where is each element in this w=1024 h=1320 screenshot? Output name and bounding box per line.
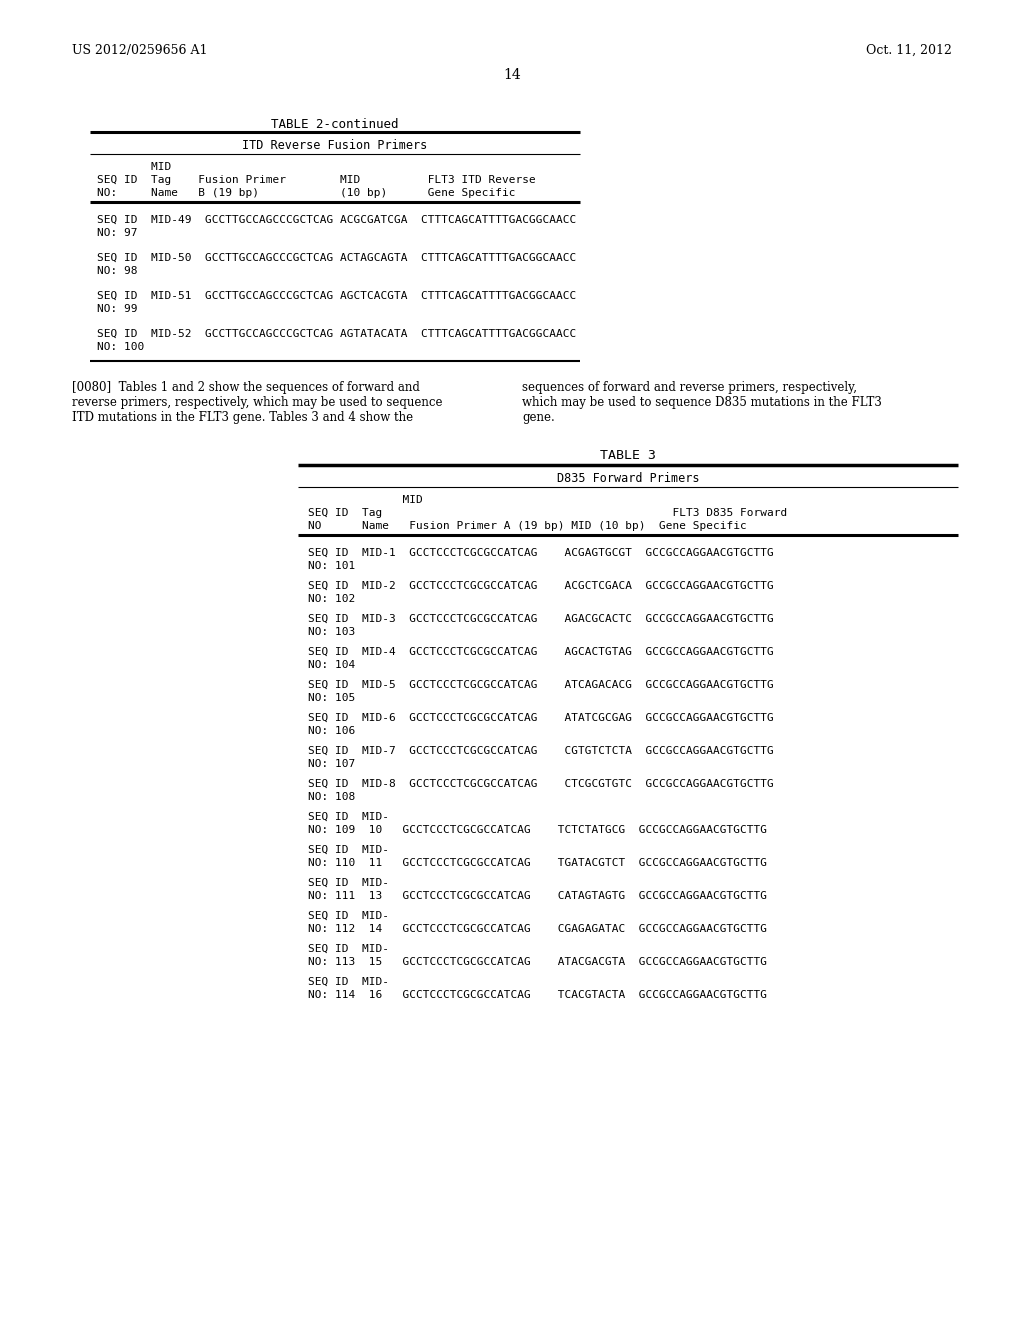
- Text: SEQ ID  MID-2  GCCTCCCTCGCGCCATCAG    ACGCTCGACA  GCCGCCAGGAACGTGCTTG: SEQ ID MID-2 GCCTCCCTCGCGCCATCAG ACGCTCG…: [308, 581, 774, 591]
- Text: NO: 111  13   GCCTCCCTCGCGCCATCAG    CATAGTAGTG  GCCGCCAGGAACGTGCTTG: NO: 111 13 GCCTCCCTCGCGCCATCAG CATAGTAGT…: [308, 891, 767, 902]
- Text: SEQ ID  MID-: SEQ ID MID-: [308, 944, 389, 954]
- Text: NO: 106: NO: 106: [308, 726, 355, 737]
- Text: NO: 109  10   GCCTCCCTCGCGCCATCAG    TCTCTATGCG  GCCGCCAGGAACGTGCTTG: NO: 109 10 GCCTCCCTCGCGCCATCAG TCTCTATGC…: [308, 825, 767, 836]
- Text: SEQ ID  MID-: SEQ ID MID-: [308, 845, 389, 855]
- Text: NO: 101: NO: 101: [308, 561, 355, 572]
- Text: NO: 108: NO: 108: [308, 792, 355, 803]
- Text: SEQ ID  MID-6  GCCTCCCTCGCGCCATCAG    ATATCGCGAG  GCCGCCAGGAACGTGCTTG: SEQ ID MID-6 GCCTCCCTCGCGCCATCAG ATATCGC…: [308, 713, 774, 723]
- Text: SEQ ID  MID-50  GCCTTGCCAGCCCGCTCAG ACTAGCAGTA  CTTTCAGCATTTTGACGGCAACC: SEQ ID MID-50 GCCTTGCCAGCCCGCTCAG ACTAGC…: [97, 253, 577, 263]
- Text: SEQ ID  Tag                                           FLT3 D835 Forward: SEQ ID Tag FLT3 D835 Forward: [308, 508, 787, 517]
- Text: NO: 104: NO: 104: [308, 660, 355, 671]
- Text: NO: 102: NO: 102: [308, 594, 355, 605]
- Text: ITD Reverse Fusion Primers: ITD Reverse Fusion Primers: [243, 139, 428, 152]
- Text: SEQ ID  MID-51  GCCTTGCCAGCCCGCTCAG AGCTCACGTA  CTTTCAGCATTTTGACGGCAACC: SEQ ID MID-51 GCCTTGCCAGCCCGCTCAG AGCTCA…: [97, 290, 577, 301]
- Text: NO:     Name   B (19 bp)            (10 bp)      Gene Specific: NO: Name B (19 bp) (10 bp) Gene Specific: [97, 187, 515, 198]
- Text: SEQ ID  Tag    Fusion Primer        MID          FLT3 ITD Reverse: SEQ ID Tag Fusion Primer MID FLT3 ITD Re…: [97, 176, 536, 185]
- Text: SEQ ID  MID-4  GCCTCCCTCGCGCCATCAG    AGCACTGTAG  GCCGCCAGGAACGTGCTTG: SEQ ID MID-4 GCCTCCCTCGCGCCATCAG AGCACTG…: [308, 647, 774, 657]
- Text: NO: 110  11   GCCTCCCTCGCGCCATCAG    TGATACGTCT  GCCGCCAGGAACGTGCTTG: NO: 110 11 GCCTCCCTCGCGCCATCAG TGATACGTC…: [308, 858, 767, 869]
- Text: NO: 100: NO: 100: [97, 342, 144, 352]
- Text: SEQ ID  MID-: SEQ ID MID-: [308, 878, 389, 888]
- Text: SEQ ID  MID-49  GCCTTGCCAGCCCGCTCAG ACGCGATCGA  CTTTCAGCATTTTGACGGCAACC: SEQ ID MID-49 GCCTTGCCAGCCCGCTCAG ACGCGA…: [97, 215, 577, 224]
- Text: SEQ ID  MID-: SEQ ID MID-: [308, 977, 389, 987]
- Text: sequences of forward and reverse primers, respectively,
which may be used to seq: sequences of forward and reverse primers…: [522, 381, 882, 424]
- Text: SEQ ID  MID-1  GCCTCCCTCGCGCCATCAG    ACGAGTGCGT  GCCGCCAGGAACGTGCTTG: SEQ ID MID-1 GCCTCCCTCGCGCCATCAG ACGAGTG…: [308, 548, 774, 558]
- Text: SEQ ID  MID-: SEQ ID MID-: [308, 911, 389, 921]
- Text: SEQ ID  MID-: SEQ ID MID-: [308, 812, 389, 822]
- Text: NO: 112  14   GCCTCCCTCGCGCCATCAG    CGAGAGATAC  GCCGCCAGGAACGTGCTTG: NO: 112 14 GCCTCCCTCGCGCCATCAG CGAGAGATA…: [308, 924, 767, 935]
- Text: NO: 113  15   GCCTCCCTCGCGCCATCAG    ATACGACGTA  GCCGCCAGGAACGTGCTTG: NO: 113 15 GCCTCCCTCGCGCCATCAG ATACGACGT…: [308, 957, 767, 968]
- Text: MID: MID: [97, 162, 171, 172]
- Text: MID: MID: [308, 495, 423, 506]
- Text: SEQ ID  MID-5  GCCTCCCTCGCGCCATCAG    ATCAGACACG  GCCGCCAGGAACGTGCTTG: SEQ ID MID-5 GCCTCCCTCGCGCCATCAG ATCAGAC…: [308, 680, 774, 690]
- Text: [0080]  Tables 1 and 2 show the sequences of forward and
reverse primers, respec: [0080] Tables 1 and 2 show the sequences…: [72, 381, 442, 424]
- Text: SEQ ID  MID-8  GCCTCCCTCGCGCCATCAG    CTCGCGTGTC  GCCGCCAGGAACGTGCTTG: SEQ ID MID-8 GCCTCCCTCGCGCCATCAG CTCGCGT…: [308, 779, 774, 789]
- Text: NO: 114  16   GCCTCCCTCGCGCCATCAG    TCACGTACTA  GCCGCCAGGAACGTGCTTG: NO: 114 16 GCCTCCCTCGCGCCATCAG TCACGTACT…: [308, 990, 767, 1001]
- Text: NO: 107: NO: 107: [308, 759, 355, 770]
- Text: NO: 105: NO: 105: [308, 693, 355, 704]
- Text: SEQ ID  MID-3  GCCTCCCTCGCGCCATCAG    AGACGCACTC  GCCGCCAGGAACGTGCTTG: SEQ ID MID-3 GCCTCCCTCGCGCCATCAG AGACGCA…: [308, 614, 774, 624]
- Text: US 2012/0259656 A1: US 2012/0259656 A1: [72, 44, 208, 57]
- Text: TABLE 3: TABLE 3: [600, 449, 656, 462]
- Text: NO: 97: NO: 97: [97, 228, 137, 238]
- Text: TABLE 2-continued: TABLE 2-continued: [271, 117, 398, 131]
- Text: NO      Name   Fusion Primer A (19 bp) MID (10 bp)  Gene Specific: NO Name Fusion Primer A (19 bp) MID (10 …: [308, 521, 746, 531]
- Text: Oct. 11, 2012: Oct. 11, 2012: [866, 44, 952, 57]
- Text: SEQ ID  MID-7  GCCTCCCTCGCGCCATCAG    CGTGTCTCTA  GCCGCCAGGAACGTGCTTG: SEQ ID MID-7 GCCTCCCTCGCGCCATCAG CGTGTCT…: [308, 746, 774, 756]
- Text: D835 Forward Primers: D835 Forward Primers: [557, 473, 699, 484]
- Text: NO: 98: NO: 98: [97, 267, 137, 276]
- Text: 14: 14: [503, 69, 521, 82]
- Text: NO: 99: NO: 99: [97, 304, 137, 314]
- Text: SEQ ID  MID-52  GCCTTGCCAGCCCGCTCAG AGTATACATA  CTTTCAGCATTTTGACGGCAACC: SEQ ID MID-52 GCCTTGCCAGCCCGCTCAG AGTATA…: [97, 329, 577, 339]
- Text: NO: 103: NO: 103: [308, 627, 355, 638]
